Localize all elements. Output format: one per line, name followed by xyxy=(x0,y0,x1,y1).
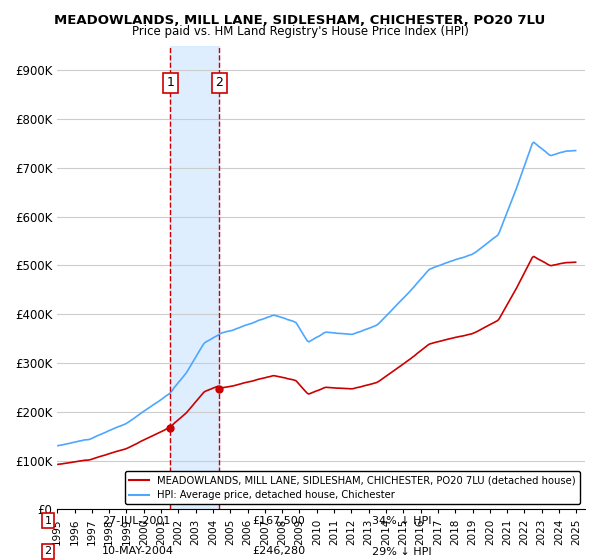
Text: 34% ↓ HPI: 34% ↓ HPI xyxy=(372,516,431,526)
Text: 27-JUL-2001: 27-JUL-2001 xyxy=(102,516,170,526)
Bar xyxy=(170,46,220,510)
Text: 2: 2 xyxy=(215,76,223,90)
Text: 10-MAY-2004: 10-MAY-2004 xyxy=(102,547,174,557)
Text: 29% ↓ HPI: 29% ↓ HPI xyxy=(372,547,431,557)
Text: 2: 2 xyxy=(44,547,52,557)
Text: 1: 1 xyxy=(166,76,175,90)
Text: £246,280: £246,280 xyxy=(252,547,305,557)
Legend: MEADOWLANDS, MILL LANE, SIDLESHAM, CHICHESTER, PO20 7LU (detached house), HPI: A: MEADOWLANDS, MILL LANE, SIDLESHAM, CHICH… xyxy=(125,472,580,505)
Text: 1: 1 xyxy=(44,516,52,526)
Text: Price paid vs. HM Land Registry's House Price Index (HPI): Price paid vs. HM Land Registry's House … xyxy=(131,25,469,38)
Text: £167,500: £167,500 xyxy=(252,516,305,526)
Text: MEADOWLANDS, MILL LANE, SIDLESHAM, CHICHESTER, PO20 7LU: MEADOWLANDS, MILL LANE, SIDLESHAM, CHICH… xyxy=(55,14,545,27)
